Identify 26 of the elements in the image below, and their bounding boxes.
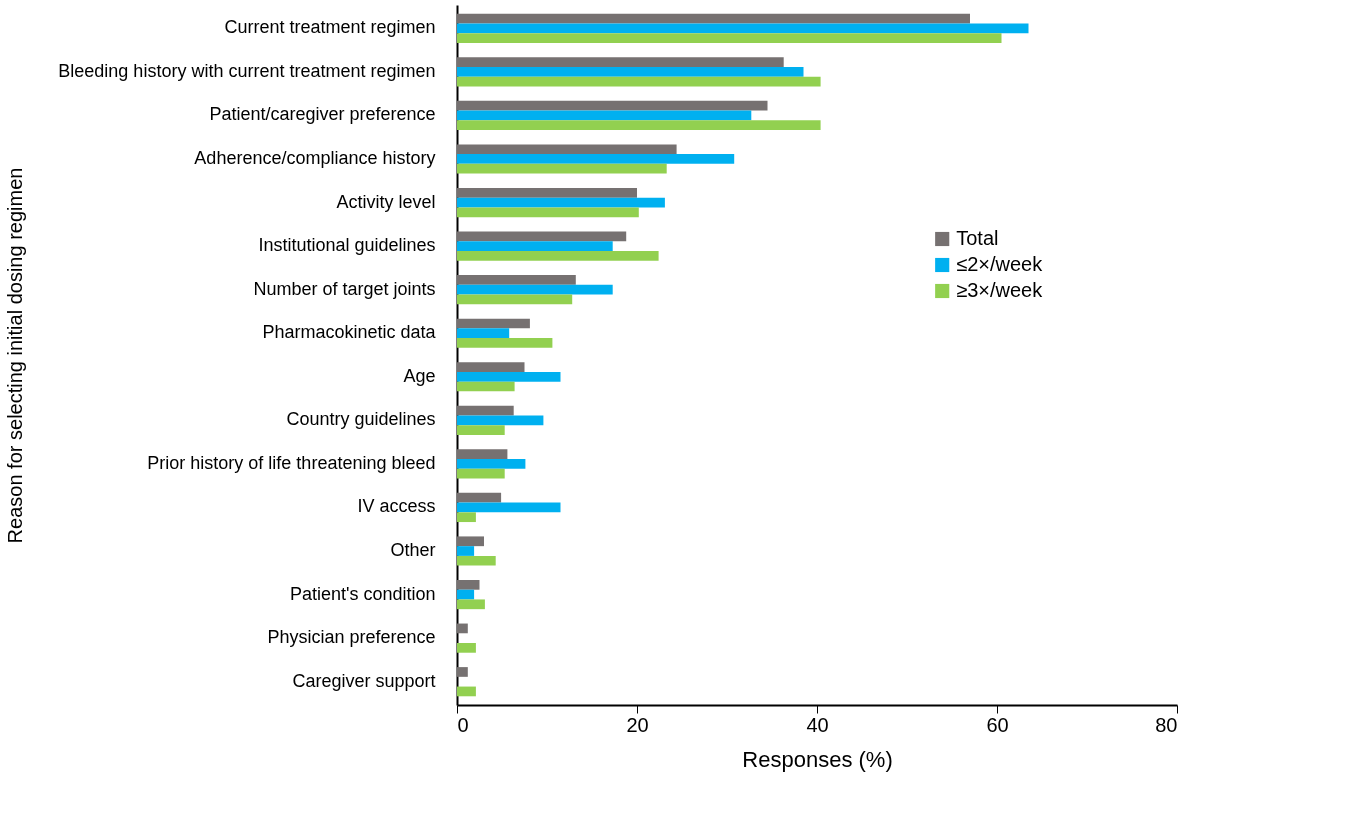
y-tick-label: Caregiver support bbox=[292, 670, 436, 691]
x-tick-label: 40 bbox=[806, 713, 829, 736]
y-tick-label: Pharmacokinetic data bbox=[262, 322, 437, 343]
x-tick-label: 0 bbox=[457, 713, 469, 736]
x-tick-label: 80 bbox=[1155, 713, 1178, 736]
y-tick-label: Country guidelines bbox=[286, 409, 436, 430]
y-tick-label: Activity level bbox=[336, 191, 436, 212]
x-tick-label: 60 bbox=[986, 713, 1009, 736]
legend-label: ≥3×/week bbox=[956, 279, 1044, 301]
y-tick-label: Bleeding history with current treatment regimen bbox=[58, 60, 436, 81]
y-tick-label: Institutional guidelines bbox=[258, 235, 436, 256]
y-tick-label: IV access bbox=[357, 496, 436, 517]
y-tick-label: Other bbox=[390, 540, 436, 561]
legend-label: ≤2×/week bbox=[956, 253, 1044, 275]
y-tick-label: Physician preference bbox=[267, 627, 436, 648]
x-axis-title: Responses (%) bbox=[742, 746, 893, 772]
y-tick-label: Prior history of life threatening bleed bbox=[147, 452, 436, 473]
x-tick-label: 20 bbox=[626, 713, 649, 736]
legend-label: Total bbox=[956, 227, 999, 249]
y-axis-title: Reason for selecting initial dosing regimen bbox=[4, 167, 27, 544]
y-tick-label: Patient's condition bbox=[289, 583, 436, 604]
y-tick-label: Number of target joints bbox=[253, 278, 436, 299]
y-tick-label: Current treatment regimen bbox=[224, 17, 436, 38]
y-tick-label: Adherence/compliance history bbox=[194, 147, 436, 168]
y-tick-label: Patient/caregiver preference bbox=[209, 104, 436, 125]
y-tick-label: Age bbox=[403, 365, 436, 386]
